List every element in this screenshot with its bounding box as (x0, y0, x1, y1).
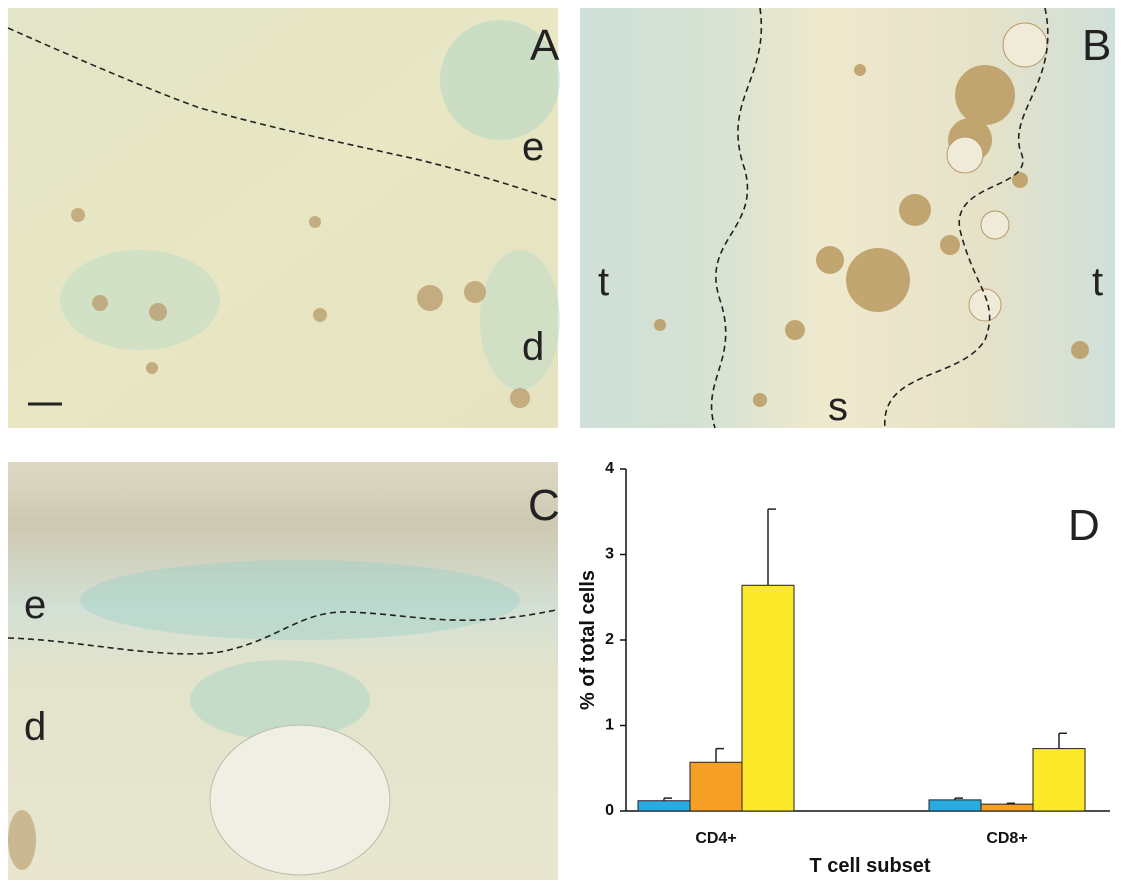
error-bar (716, 749, 724, 763)
panel-c: C e d (8, 462, 560, 880)
bar (1033, 749, 1085, 811)
panel-b: B t t s (580, 8, 1115, 429)
x-tick-label: CD4+ (695, 830, 736, 847)
y-tick-label: 0 (605, 802, 614, 819)
bar (742, 585, 794, 811)
figure: A e d B t t s C e d D T ce (0, 0, 1122, 882)
region-label: t (1092, 260, 1103, 304)
panel-letter: A (530, 21, 560, 70)
panel-d: D T cell subset % of total cells 0 1 2 3 4 CD… (577, 460, 1110, 877)
stain (480, 250, 560, 390)
bar (690, 762, 742, 811)
y-tick-label: 4 (605, 460, 614, 477)
region-label: d (24, 705, 46, 749)
panel-a: A e d (8, 8, 560, 428)
region-label: d (522, 325, 544, 369)
region-label: e (522, 125, 544, 169)
y-tick-label: 1 (605, 717, 614, 734)
panel-letter: B (1082, 21, 1111, 70)
region-label: e (24, 583, 46, 627)
x-axis-label: T cell subset (809, 855, 930, 877)
x-tick-label: CD8+ (986, 830, 1027, 847)
error-bar (1007, 803, 1015, 804)
y-tick-label: 2 (605, 631, 614, 648)
stain (60, 250, 220, 350)
cell-structure (210, 725, 390, 875)
region-label: s (828, 385, 848, 429)
y-axis-label: % of total cells (577, 570, 599, 710)
stain (80, 560, 520, 640)
region-label: t (598, 260, 609, 304)
y-tick-label: 3 (605, 546, 614, 563)
error-bar (1059, 733, 1067, 748)
bar (929, 800, 981, 811)
error-bar (768, 509, 776, 585)
bar (638, 801, 690, 811)
cell (8, 810, 36, 870)
panel-letter: C (528, 481, 560, 530)
micrograph (580, 8, 1115, 428)
panel-letter: D (1068, 501, 1100, 550)
bar (981, 804, 1033, 811)
